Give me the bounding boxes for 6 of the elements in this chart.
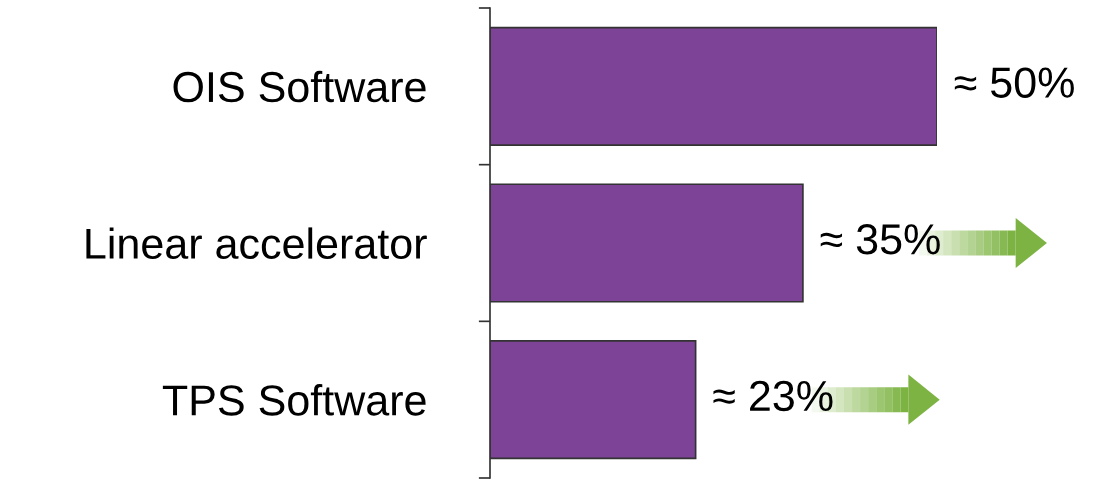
- y-tick-label: OIS Software: [173, 70, 426, 103]
- data-label: ≈ 23%: [713, 380, 833, 412]
- data-label: ≈ 50%: [954, 67, 1074, 98]
- data-label: ≈ 35%: [820, 224, 940, 255]
- y-tick-label: Linear accelerator: [86, 227, 427, 260]
- y-tick-label: TPS Software: [162, 384, 426, 416]
